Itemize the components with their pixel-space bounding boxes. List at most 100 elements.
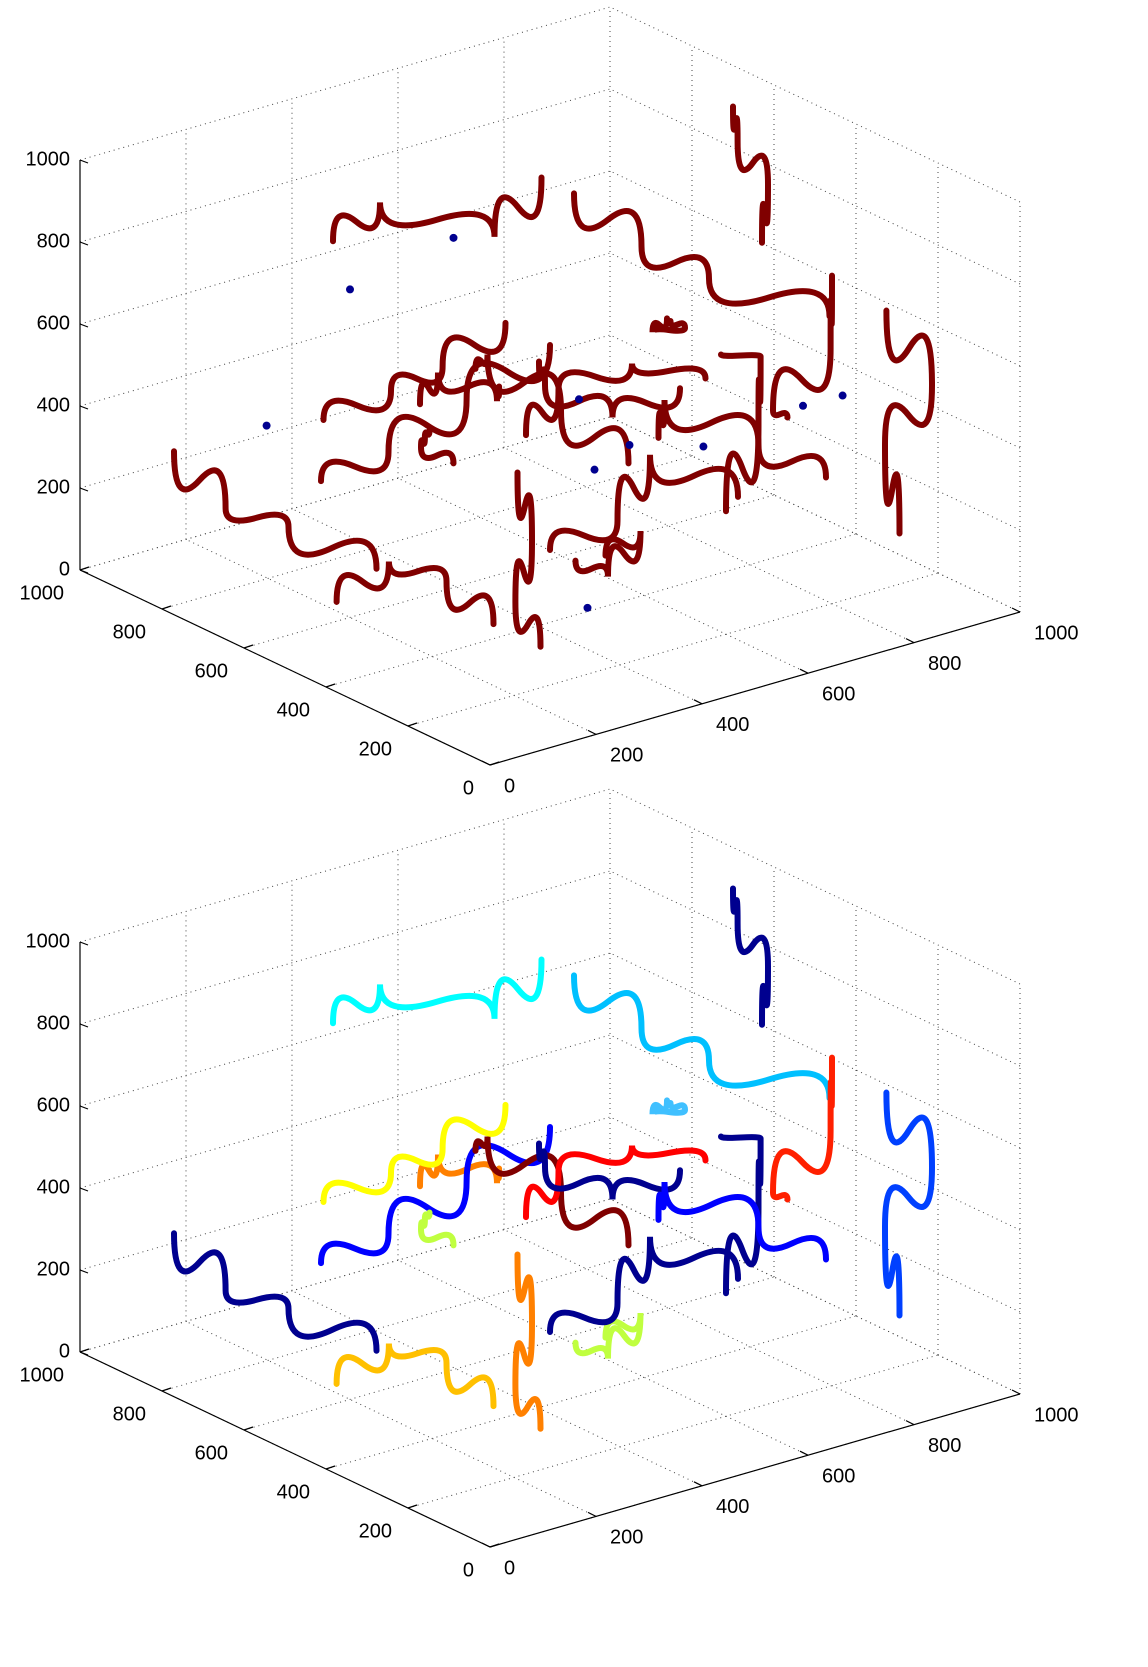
y-tick [489,761,500,766]
grid-line [609,6,1021,203]
grid-line [407,572,939,727]
grid-line [397,1259,809,1456]
y-tick [79,1348,90,1353]
y-tick [161,605,172,610]
filament [330,174,545,245]
filament [769,1054,835,1203]
z-tick-label: 600 [37,1094,70,1116]
y-tick-label: 1000 [20,1364,65,1386]
grid-line [161,455,693,610]
blob [625,441,634,450]
z-tick-label: 0 [59,1340,70,1362]
x-tick [693,1481,703,1487]
y-tick [407,722,418,727]
filament [547,454,741,553]
filament [472,1136,632,1249]
y-axis [79,569,491,766]
y-tick-label: 600 [195,1442,228,1464]
x-axis [489,1393,1021,1548]
grid-line [397,477,809,674]
filament [320,1101,509,1206]
grid-line [79,1034,611,1189]
grid-line [503,447,915,644]
grid-line [79,870,611,1025]
blob [449,233,458,242]
blob [346,285,354,294]
filament [333,1343,497,1410]
x-tick [1011,607,1021,613]
filament [523,1145,709,1221]
filament [718,351,764,515]
blob [575,395,583,404]
z-tick-label: 200 [37,476,70,498]
grid-line [503,1229,915,1426]
blob [590,465,599,474]
grid-line [609,1198,1021,1395]
grid-line [407,1354,939,1509]
x-tick [693,699,703,705]
x-tick-label: 800 [928,1435,961,1457]
y-tick-label: 400 [277,1481,310,1503]
z-tick [79,1023,89,1028]
z-tick [79,241,89,246]
blob [262,421,271,430]
filament [730,103,772,246]
filament [171,448,380,572]
filament [769,272,835,421]
grid-line [79,252,611,407]
z-tick-label: 400 [37,394,70,416]
grid-line [325,1315,857,1470]
filament [512,469,544,650]
z-tick [79,1187,89,1192]
filament [572,1312,644,1359]
x-tick [481,1542,491,1548]
blob [583,603,592,612]
z-tick [79,159,89,164]
filament [318,1124,553,1267]
z-tick [79,1269,89,1274]
filament [417,427,457,467]
x-tick-label: 1000 [1034,622,1079,644]
x-tick [905,1420,915,1426]
grid-line [609,788,1021,985]
filament [649,1097,689,1116]
grid-line [609,88,1021,285]
x-tick-label: 600 [822,1465,855,1487]
filament [472,354,632,467]
filament [320,319,509,424]
x-tick-label: 400 [716,714,749,736]
grid-line [79,952,611,1107]
filament [523,363,709,439]
z-tick-label: 1000 [26,930,71,952]
grid-line [291,508,703,705]
y-tick [325,1465,336,1470]
z-tick [79,405,89,410]
y-tick-label: 0 [463,777,474,799]
grid-line [609,1116,1021,1313]
grid-line [609,870,1021,1067]
z-tick [79,1105,89,1110]
x-tick-label: 0 [504,775,515,797]
grid-line [243,1276,775,1431]
filament [730,885,772,1028]
y-tick-label: 200 [359,1520,392,1542]
x-axis [489,611,1021,766]
filament [330,956,545,1027]
y-tick [79,566,90,571]
grid-line [79,788,611,943]
filament [881,1089,936,1319]
y-tick [489,1543,500,1548]
grid-line [291,1290,703,1487]
y-tick-label: 600 [195,660,228,682]
x-tick-label: 800 [928,653,961,675]
grid-line [609,170,1021,367]
x-tick [1011,1389,1021,1395]
grid-line [79,1116,611,1271]
z-tick-label: 1000 [26,148,71,170]
z-tick [79,569,89,574]
x-tick [481,760,491,766]
x-tick-label: 400 [716,1496,749,1518]
grid-line [185,1320,597,1517]
